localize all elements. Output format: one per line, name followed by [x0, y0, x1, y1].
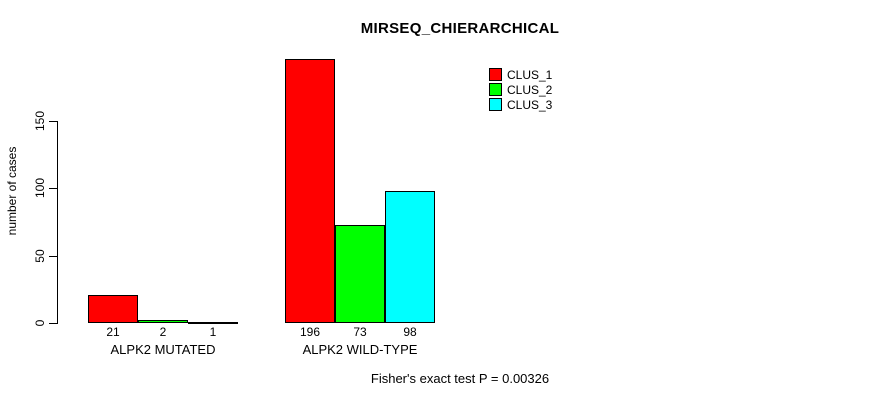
y-tick-mark [49, 256, 57, 257]
bar-value-label: 1 [209, 325, 217, 339]
bar-value-label: 73 [353, 325, 367, 339]
legend-swatch-clus_3 [489, 98, 502, 111]
bar-value-label: 196 [299, 325, 321, 339]
legend-label: CLUS_3 [507, 97, 553, 112]
y-tick-label: 50 [33, 249, 47, 263]
y-tick-label: 150 [33, 110, 47, 132]
y-tick-mark [49, 121, 57, 122]
bar-clus_1-1 [285, 59, 335, 323]
y-tick-label: 100 [33, 177, 47, 199]
legend-swatch-clus_1 [489, 68, 502, 81]
bar-value-label: 98 [403, 325, 417, 339]
bar-value-label: 2 [159, 325, 167, 339]
bar-clus_1-0 [88, 294, 138, 323]
legend-label: CLUS_2 [507, 82, 553, 97]
footnote: Fisher's exact test P = 0.00326 [370, 371, 550, 386]
y-tick-label: 0 [33, 319, 47, 327]
bar-clus_2-0 [138, 320, 188, 323]
bar-clus_3-0 [188, 321, 238, 324]
y-axis-line [57, 121, 58, 324]
legend: CLUS_1 CLUS_2 CLUS_3 [489, 67, 552, 112]
y-tick-mark [49, 188, 57, 189]
legend-row: CLUS_1 [489, 67, 552, 82]
y-tick-mark [49, 323, 57, 324]
x-axis-group-label: ALPK2 MUTATED [110, 342, 216, 357]
bar-clus_3-1 [385, 191, 435, 323]
x-axis-group-label: ALPK2 WILD-TYPE [302, 342, 418, 357]
legend-label: CLUS_1 [507, 67, 553, 82]
bar-value-label: 21 [106, 325, 120, 339]
bar-clus_2-1 [335, 224, 385, 323]
y-axis-label: number of cases [5, 146, 19, 236]
legend-row: CLUS_3 [489, 97, 552, 112]
legend-swatch-clus_2 [489, 83, 502, 96]
chart-title: MIRSEQ_CHIERARCHICAL [360, 20, 560, 37]
legend-row: CLUS_2 [489, 82, 552, 97]
